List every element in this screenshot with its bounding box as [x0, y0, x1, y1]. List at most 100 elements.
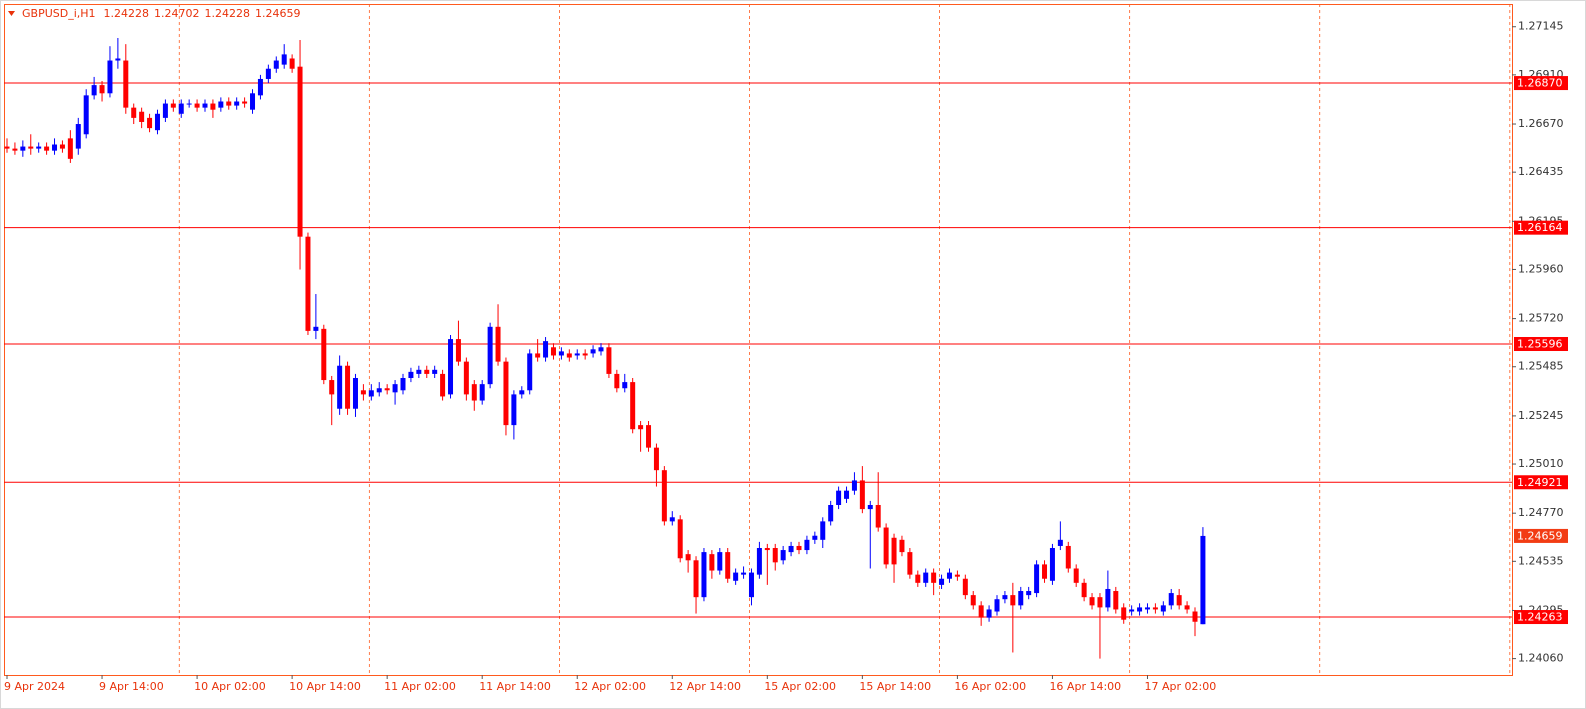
- candle-body: [574, 353, 580, 356]
- candle-body: [1200, 535, 1206, 625]
- candle-body: [764, 548, 770, 551]
- candle-body: [1129, 609, 1135, 612]
- candle-body: [487, 326, 493, 385]
- symbol: GBPUSD_i,H1: [22, 7, 96, 20]
- candle-body: [345, 365, 351, 409]
- candle-body: [1152, 607, 1158, 610]
- candle-body: [851, 480, 857, 491]
- candle-body: [368, 390, 374, 397]
- candle-body: [12, 148, 18, 151]
- candle-body: [99, 85, 105, 94]
- candle-body: [1168, 593, 1174, 606]
- header-low: 1.24228: [205, 7, 251, 20]
- candle-body: [1042, 564, 1048, 579]
- candle-body: [939, 578, 945, 585]
- candle-body: [352, 378, 358, 409]
- candle-body: [1144, 607, 1150, 610]
- candle-body: [4, 146, 10, 149]
- candle-body: [440, 373, 446, 397]
- candle-body: [321, 328, 327, 381]
- candle-body: [154, 113, 160, 131]
- candle-body: [1121, 607, 1127, 620]
- candle-body: [448, 339, 454, 395]
- candle-body: [1018, 591, 1024, 606]
- candle-body: [820, 521, 826, 540]
- candle-body: [1057, 539, 1063, 546]
- candle-body: [582, 353, 588, 356]
- candle-body: [709, 554, 715, 571]
- candle-body: [44, 146, 50, 151]
- candle-body: [550, 347, 556, 356]
- x-tick-label: 10 Apr 14:00: [289, 680, 361, 693]
- current-price-label: 1.24659: [1517, 529, 1563, 542]
- candle-body: [622, 382, 628, 389]
- candle-body: [218, 101, 224, 108]
- candle-body: [1137, 607, 1143, 612]
- candle-body: [511, 394, 517, 426]
- candle-body: [915, 574, 921, 583]
- candle-body: [289, 58, 295, 69]
- candle-body: [741, 572, 747, 575]
- candle-body: [503, 361, 509, 426]
- candle-body: [780, 550, 786, 561]
- candle-body: [234, 101, 240, 106]
- candle-body: [123, 60, 129, 108]
- candle-body: [669, 517, 675, 522]
- candle-body: [954, 574, 960, 577]
- candle-body: [875, 504, 881, 528]
- candle-body: [891, 537, 897, 565]
- header-close: 1.24659: [255, 7, 301, 20]
- level-label-bg: [1514, 337, 1568, 352]
- candle-body: [75, 124, 81, 149]
- candle-body: [1097, 597, 1103, 608]
- x-tick-label: 12 Apr 14:00: [669, 680, 741, 693]
- candle-body: [748, 572, 754, 598]
- candle-body: [590, 349, 596, 354]
- header-arrow: [8, 11, 15, 16]
- candle-body: [1176, 595, 1182, 606]
- candle-body: [693, 560, 699, 598]
- y-tick-label: 1.25010: [1518, 457, 1564, 470]
- level-label-bg: [1514, 76, 1568, 91]
- candle-body: [1184, 605, 1190, 610]
- candle-body: [455, 339, 461, 362]
- y-tick-label: 1.25485: [1518, 360, 1564, 373]
- candle-body: [804, 539, 810, 551]
- header-open: 1.24228: [104, 7, 150, 20]
- candle-body: [661, 470, 667, 522]
- candle-body: [479, 384, 485, 401]
- x-tick-label: 11 Apr 14:00: [479, 680, 551, 693]
- y-tick-label: 1.26670: [1518, 117, 1564, 130]
- candle-body: [946, 572, 952, 579]
- candle-body: [788, 545, 794, 553]
- candle-body: [717, 552, 723, 571]
- candle-body: [867, 504, 873, 510]
- y-tick-label: 1.25245: [1518, 409, 1564, 422]
- candle-body: [392, 384, 398, 393]
- level-label-bg: [1514, 610, 1568, 625]
- x-tick-label: 10 Apr 02:00: [194, 680, 266, 693]
- candle-body: [653, 447, 659, 471]
- level-label-bg: [1514, 220, 1568, 235]
- candle-body: [305, 236, 311, 331]
- y-tick-label: 1.25960: [1518, 262, 1564, 275]
- candle-body: [907, 552, 913, 575]
- candle-body: [107, 60, 113, 94]
- plot-frame: [4, 4, 1513, 676]
- candle-body: [962, 578, 968, 596]
- candle-body: [471, 384, 477, 401]
- candle-body: [59, 144, 65, 149]
- x-tick-label: 9 Apr 2024: [4, 680, 65, 693]
- candle-body: [194, 103, 200, 108]
- level-label: 1.24921: [1517, 476, 1563, 489]
- candle-body: [1026, 591, 1032, 596]
- x-tick-label: 16 Apr 02:00: [954, 680, 1026, 693]
- candle-body: [329, 380, 335, 395]
- candle-body: [131, 107, 137, 118]
- x-tick-label: 15 Apr 02:00: [764, 680, 836, 693]
- x-tick-label: 9 Apr 14:00: [99, 680, 164, 693]
- candle-body: [226, 101, 232, 106]
- candle-body: [733, 572, 739, 581]
